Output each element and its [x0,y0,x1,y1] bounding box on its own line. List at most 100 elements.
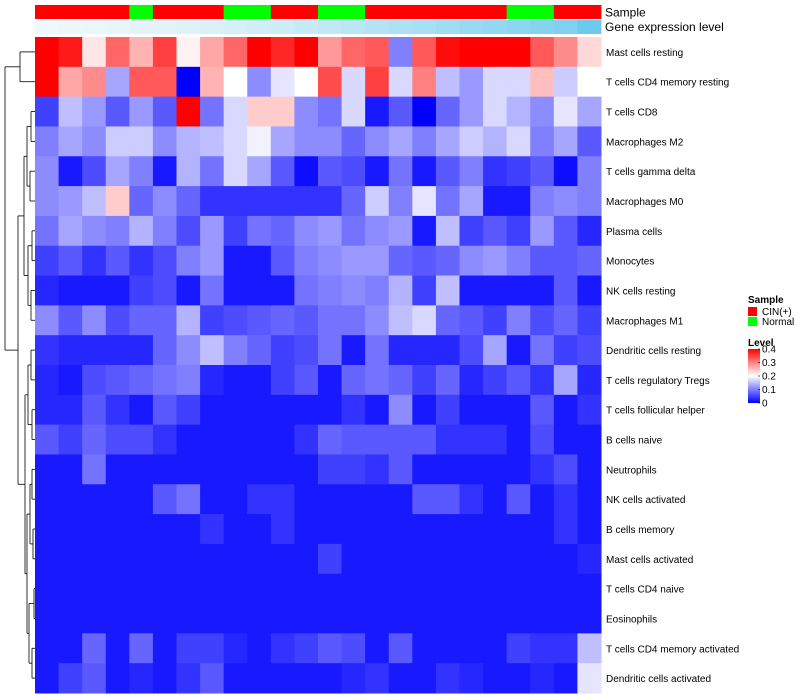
heatmap-cell [223,603,248,634]
heatmap-cell [247,305,272,336]
heatmap-cell [223,126,248,157]
heatmap-cell [152,66,177,98]
heatmap-cell [58,394,83,426]
row-label: Macrophages M1 [606,316,684,327]
heatmap-cell [483,603,508,634]
heatmap-cell [35,37,60,68]
heatmap-cell [129,484,154,515]
sample-annotation-cell [152,5,177,19]
heatmap-cell [105,215,130,247]
legend: Sample Level CIN(+)Normal 0.4 0.3 0.2 0.1 0 [748,295,794,410]
heatmap-cell [223,573,248,605]
heatmap-cell [412,484,437,515]
heatmap-cell [435,37,460,68]
heatmap-cell [506,573,531,605]
heatmap-cell [82,275,107,306]
heatmap-cell [58,37,83,68]
heatmap-cell [105,305,130,336]
heatmap-cell [483,454,508,485]
heatmap-cell [200,424,225,455]
heatmap-cell [435,514,460,545]
heatmap-cell [553,305,578,336]
heatmap-cell [270,305,295,336]
heatmap-cell [506,66,531,98]
heatmap-cell [577,394,602,426]
heatmap-cell [553,96,578,127]
heatmap-cell [506,215,531,247]
heatmap-cell [152,186,177,217]
heatmap-cell [58,215,83,247]
heatmap-cell [318,245,343,277]
heatmap-cell [530,37,555,68]
heatmap-cell [200,96,225,127]
heatmap-cell [247,365,272,396]
heatmap-cell [341,394,366,426]
heatmap-cell [82,365,107,396]
heatmap-cell [459,126,484,157]
heatmap-cell [82,424,107,455]
heatmap-cell [577,275,602,306]
heatmap-cell [247,245,272,277]
heatmap-cell [200,543,225,575]
heatmap-cell [388,245,413,277]
heatmap-cell [553,514,578,545]
heatmap-cell [58,454,83,485]
heatmap-cell [506,126,531,157]
heatmap-cell [247,126,272,157]
row-dendrogram [4,51,35,679]
heatmap-cell [412,126,437,157]
heatmap-cell [82,245,107,277]
expression-annotation-cell [318,20,342,34]
heatmap-cells [35,37,602,694]
heatmap-cell [105,424,130,455]
heatmap-cell [82,514,107,545]
heatmap-cell [412,633,437,664]
heatmap-cell [294,305,319,336]
heatmap-cell [58,663,83,694]
heatmap-cell [82,394,107,426]
heatmap-cell [318,275,343,306]
sample-annotation-cell [553,5,578,19]
sample-annotation-cell [35,5,59,19]
expression-annotation-cell [82,20,107,34]
heatmap-cell [35,96,60,127]
heatmap-cell [483,126,508,157]
heatmap-cell [483,37,508,68]
heatmap-cell [553,37,578,68]
heatmap-cell [530,96,555,127]
expression-annotation-cell [35,20,59,34]
heatmap-cell [270,156,295,187]
heatmap-cell [412,543,437,575]
heatmap-cell [105,514,130,545]
heatmap-cell [412,96,437,127]
heatmap-cell [200,126,225,157]
heatmap-cell [530,543,555,575]
heatmap-cell [129,126,154,157]
heatmap-cell [459,573,484,605]
heatmap-cell [176,335,201,366]
heatmap-cell [530,454,555,485]
heatmap-cell [483,365,508,396]
sample-annotation-cell [506,5,531,19]
heatmap-cell [152,633,177,664]
heatmap-cell [200,573,225,605]
heatmap-cell [176,215,201,247]
expression-annotation-cell [341,20,366,34]
heatmap-cell [82,454,107,485]
heatmap-cell [553,215,578,247]
heatmap-cell [459,335,484,366]
heatmap-cell [577,663,602,694]
heatmap-cell [152,454,177,485]
expression-annotation-cell [577,20,602,34]
heatmap-cell [318,186,343,217]
heatmap-cell [176,245,201,277]
heatmap-cell [247,215,272,247]
heatmap-cell [129,365,154,396]
heatmap-cell [247,186,272,217]
heatmap-cell [270,663,295,694]
heatmap-cell [270,394,295,426]
heatmap-cell [223,365,248,396]
heatmap-cell [200,305,225,336]
heatmap-cell [577,37,602,68]
expression-annotation-cell [58,20,83,34]
